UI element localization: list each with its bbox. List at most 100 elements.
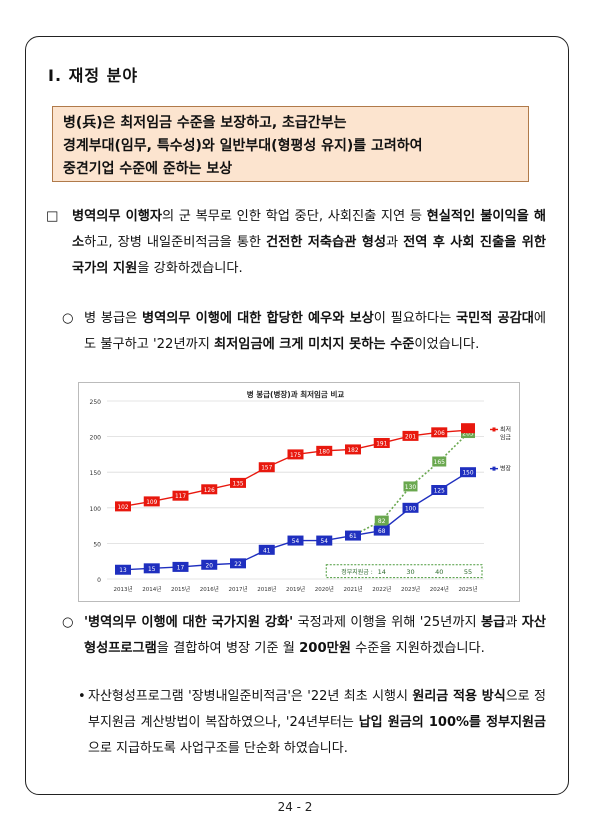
series-data-label: 13 <box>119 568 127 574</box>
text: 을 강화하겠습니다. <box>137 261 243 276</box>
text: 에도 불구하고 '22년까지 <box>84 311 546 352</box>
circle-bullet-icon: ○ <box>62 615 74 630</box>
series-data-label: 157 <box>261 466 272 472</box>
series-data-label: 17 <box>177 565 185 571</box>
gov-support-value: 30 <box>406 568 414 576</box>
y-tick-label: 100 <box>90 506 102 513</box>
series-point <box>373 438 390 449</box>
combined-data-label: 205 <box>462 431 474 438</box>
series-data-label: 15 <box>148 567 156 573</box>
series-data-label: 126 <box>204 488 215 494</box>
text-bold: 자산형성프로그램 <box>84 615 546 656</box>
series-point <box>201 559 218 570</box>
series-data-label: 22 <box>234 562 242 568</box>
series-data-label: 201 <box>405 434 416 440</box>
dot-bullet-icon: • <box>78 689 86 704</box>
text-bold: 병역의무 이행에 대한 합당한 예우와 보상 <box>141 311 374 326</box>
series-point <box>230 477 246 488</box>
series-data-label: 54 <box>321 539 329 545</box>
page-number: 24 - 2 <box>277 800 313 814</box>
text: 이었습니다. <box>414 337 480 352</box>
paragraph-national-support: ○ '병역의무 이행에 대한 국가지원 강화' 국정과제 이행을 위해 '25년… <box>62 610 546 662</box>
series-point <box>316 535 333 546</box>
series-data-label: 180 <box>319 449 330 455</box>
text-bold: '병역의무 이행에 대한 국가지원 강화' <box>84 615 294 630</box>
text: 수준을 지원하겠습니다. <box>350 641 485 656</box>
combined-data-label: 82 <box>378 518 386 525</box>
combined-point <box>432 456 447 467</box>
combined-point <box>403 481 418 492</box>
section-title: Ⅰ. 재정 분야 <box>48 66 139 85</box>
chart-title: 병 봉급(병장)과 최저임금 비교 <box>247 389 345 399</box>
text-bold: 봉급 <box>480 615 506 630</box>
gov-support-value: 14 <box>378 568 386 576</box>
text-bold: 200만원 <box>299 641 351 656</box>
paragraph-salary: ○ 병 봉급은 병역의무 이행에 대한 합당한 예우와 보상이 필요하다는 국민… <box>62 306 546 358</box>
series-point <box>201 484 218 495</box>
summary-line-3: 중견기업 수준에 준하는 보상 <box>63 161 233 177</box>
series-point <box>258 544 275 555</box>
content-frame <box>25 36 569 795</box>
series-point <box>287 535 304 546</box>
series-data-label: 117 <box>175 494 186 500</box>
gov-support-box <box>325 564 483 579</box>
text: 국정과제 이행을 위해 '25년까지 <box>293 615 481 630</box>
text: 으로 지급하도록 사업구조를 단순화 하였습니다. <box>88 741 348 756</box>
series-point <box>431 485 448 495</box>
text-bold: 납입 원금의 100%를 정부지원금 <box>358 715 546 730</box>
series-point <box>172 561 189 572</box>
series-data-label: 175 <box>290 453 301 459</box>
summary-box: 병(兵)은 최저임금 수준을 보장하고, 초급간부는 경계부대(임무, 특수성)… <box>52 106 529 182</box>
paragraph-savings: • 자산형성프로그램 '장병내일준비적금'은 '22년 최초 시행시 원리금 적… <box>78 684 546 762</box>
series-data-label: 20 <box>206 563 214 569</box>
y-tick-label: 0 <box>97 577 101 584</box>
text: 이 필요하다는 <box>373 311 456 326</box>
salary-chart: 0 50 100 150 200 250 2013년 2014년 2015년 2016년 2017년… <box>78 382 520 602</box>
legend-marker-min-wage <box>492 427 496 432</box>
series-point <box>373 525 390 536</box>
series-data-label: 41 <box>263 548 271 554</box>
x-tick-label: 2015년 <box>171 585 190 593</box>
series-data-label: 135 <box>232 481 243 487</box>
x-tick-label: 2023년 <box>401 585 420 593</box>
series-data-label: 182 <box>347 448 358 454</box>
text-bold: 전역 후 사회 진출을 위한 국가의 지원 <box>72 235 546 276</box>
series-data-label: 100 <box>405 506 416 512</box>
text-bold: 원리금 적용 방식 <box>412 689 506 704</box>
gov-support-value: 40 <box>435 568 443 576</box>
text-bold: 건전한 저축습관 형성 <box>266 235 386 250</box>
series-point <box>345 444 361 455</box>
series-point <box>230 558 246 569</box>
combined-point <box>374 515 389 526</box>
text: 으로 정부지원금 계산방법이 복잡하였으나, '24년부터는 <box>88 689 546 730</box>
series-point <box>461 423 475 434</box>
x-tick-label: 2021년 <box>343 585 362 593</box>
series-point <box>115 564 131 575</box>
square-bullet-icon: □ <box>46 209 59 224</box>
series-point <box>258 462 275 473</box>
summary-line-1: 병(兵)은 최저임금 수준을 보장하고, 초급간부는 <box>63 115 347 131</box>
text-bold: 병역의무 이행자 <box>72 209 162 224</box>
series-point <box>345 530 361 541</box>
x-tick-label: 2019년 <box>286 585 305 593</box>
x-tick-label: 2017년 <box>228 585 247 593</box>
x-tick-label: 2013년 <box>113 585 132 593</box>
text: 과 <box>385 235 404 250</box>
summary-line-2: 경계부대(임무, 특수성)와 일반부대(형평성 유지)를 고려하여 <box>63 138 423 154</box>
x-tick-label: 2024년 <box>430 585 449 593</box>
circle-bullet-icon: ○ <box>62 311 74 326</box>
x-tick-label: 2018년 <box>257 585 276 593</box>
series-data-label: 54 <box>292 539 300 545</box>
legend-marker-sergeant <box>492 466 496 471</box>
series-point <box>287 449 304 460</box>
series-point <box>172 490 189 501</box>
legend-label-min-wage: 임금 <box>500 433 512 441</box>
y-tick-label: 200 <box>90 435 102 442</box>
text: 과 <box>505 615 522 630</box>
series-point <box>115 501 131 512</box>
x-tick-label: 2022년 <box>372 585 391 593</box>
legend-label-sergeant: 병장 <box>500 465 512 473</box>
text: 자산형성프로그램 '장병내일준비적금'은 '22년 최초 시행시 <box>88 689 413 704</box>
series-point <box>316 445 333 456</box>
series-point <box>402 430 419 441</box>
